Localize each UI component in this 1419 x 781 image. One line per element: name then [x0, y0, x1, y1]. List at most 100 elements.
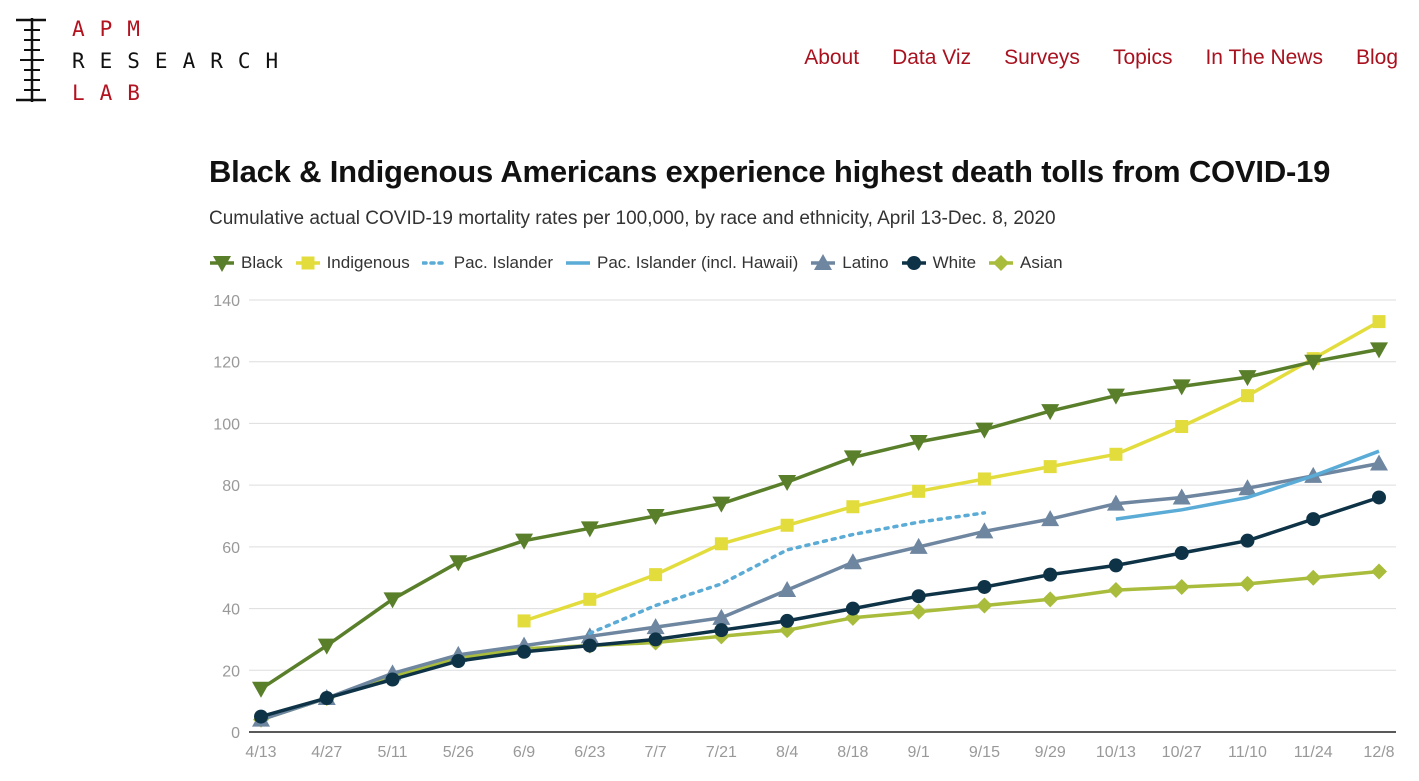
- data-point: [975, 522, 994, 539]
- apm-research-lab-logo[interactable]: APM RESEARCH LAB: [16, 16, 316, 106]
- data-point: [912, 484, 926, 498]
- legend-swatch: [811, 254, 836, 270]
- legend-item-white[interactable]: White: [901, 253, 976, 273]
- data-point: [1041, 404, 1060, 421]
- y-tick-label: 60: [222, 540, 240, 557]
- legend-label: Pac. Islander: [453, 253, 553, 272]
- data-point: [1305, 569, 1322, 586]
- data-point: [1304, 354, 1323, 371]
- data-point: [1172, 488, 1191, 505]
- nav-surveys[interactable]: Surveys: [1004, 46, 1080, 69]
- series-pac-islander: [588, 511, 987, 636]
- data-point: [317, 638, 336, 655]
- data-point: [383, 592, 402, 609]
- legend-item-latino[interactable]: Latino: [810, 253, 889, 273]
- legend-label: Pac. Islander (incl. Hawaii): [597, 253, 799, 272]
- legend-label: Indigenous: [326, 253, 410, 272]
- data-point: [714, 623, 729, 638]
- data-point: [649, 568, 663, 582]
- data-point: [1043, 460, 1057, 474]
- main-nav: About Data Viz Surveys Topics In The New…: [804, 46, 1398, 70]
- data-point: [779, 622, 796, 639]
- y-tick-label: 120: [213, 355, 240, 372]
- x-tick-label: 4/13: [245, 744, 276, 761]
- data-point: [1108, 558, 1123, 573]
- legend-item-pac-islander-incl-hawaii[interactable]: Pac. Islander (incl. Hawaii): [565, 253, 798, 273]
- nav-in-the-news[interactable]: In The News: [1205, 46, 1323, 69]
- series-line: [260, 569, 1380, 722]
- legend-marker: [906, 256, 921, 270]
- data-point: [1238, 479, 1257, 496]
- legend-swatch: [210, 256, 234, 272]
- x-tick-label: 6/23: [574, 744, 605, 761]
- nav-about[interactable]: About: [804, 46, 860, 69]
- data-point: [1370, 342, 1388, 359]
- data-point: [449, 555, 468, 572]
- x-tick-label: 7/21: [706, 744, 737, 761]
- chart-title: Black & Indigenous Americans experience …: [209, 154, 1331, 189]
- legend-item-indigenous[interactable]: Indigenous: [295, 253, 410, 273]
- legend-swatch: [421, 261, 448, 265]
- series-line: [260, 347, 1380, 691]
- x-tick-label: 10/13: [1096, 744, 1136, 761]
- legend-swatch: [989, 255, 1014, 271]
- data-point: [1042, 591, 1059, 608]
- x-tick-label: 9/1: [908, 744, 930, 761]
- data-point: [254, 709, 268, 724]
- series-line: [523, 320, 1380, 623]
- data-point: [1175, 420, 1189, 434]
- data-point: [1107, 582, 1124, 599]
- x-tick-label: 10/27: [1162, 744, 1202, 761]
- data-point: [910, 603, 927, 620]
- legend-item-asian[interactable]: Asian: [988, 253, 1063, 273]
- data-point: [977, 579, 992, 594]
- data-point: [515, 533, 534, 550]
- data-point: [1106, 494, 1125, 511]
- ruler-logo-icon: [16, 18, 46, 102]
- data-point: [911, 589, 926, 604]
- nav-topics[interactable]: Topics: [1112, 46, 1173, 69]
- data-point: [1372, 315, 1386, 329]
- data-point: [909, 434, 928, 451]
- data-point: [1106, 388, 1125, 405]
- data-point: [976, 597, 993, 614]
- data-point: [580, 521, 599, 538]
- data-point: [846, 500, 860, 514]
- series-white: [254, 490, 1386, 724]
- nav-blog[interactable]: Blog: [1355, 46, 1398, 69]
- x-tick-label: 7/7: [644, 744, 666, 761]
- legend-swatch: [901, 256, 926, 270]
- series-line: [588, 511, 987, 636]
- x-tick-label: 6/9: [513, 744, 535, 761]
- data-point: [977, 472, 991, 486]
- x-tick-label: 12/8: [1363, 744, 1394, 761]
- x-tick-label: 9/15: [969, 744, 1000, 761]
- line-chart: 0 20 40 60 80 100 120 140 4/13 4/27 5/11 5/26 6/9 6/2…: [213, 293, 1396, 761]
- data-point: [451, 654, 466, 669]
- data-point: [1370, 454, 1388, 471]
- data-point: [252, 681, 270, 698]
- data-point: [319, 691, 334, 706]
- data-point: [385, 672, 400, 687]
- series-indigenous: [517, 315, 1386, 628]
- series-latino: [252, 454, 1388, 727]
- data-point: [909, 537, 928, 554]
- legend-item-black[interactable]: Black: [209, 253, 283, 273]
- nav-data-viz[interactable]: Data Viz: [892, 46, 972, 69]
- data-point: [1173, 578, 1190, 595]
- data-point: [1172, 379, 1191, 396]
- y-tick-label: 0: [231, 725, 240, 742]
- legend-marker: [993, 255, 1010, 271]
- legend-label: Latino: [842, 253, 889, 272]
- y-tick-label: 140: [213, 293, 240, 310]
- legend-item-pac-islander[interactable]: Pac. Islander: [421, 253, 553, 273]
- series-line: [260, 461, 1380, 722]
- x-tick-label: 8/18: [837, 744, 868, 761]
- series-pac-islander-incl-hawaii: [1115, 449, 1380, 521]
- series-line: [1115, 449, 1380, 521]
- data-point: [845, 601, 860, 616]
- data-point: [843, 450, 862, 467]
- data-point: [975, 422, 994, 439]
- legend-label: Asian: [1020, 253, 1063, 272]
- data-point: [1240, 389, 1254, 403]
